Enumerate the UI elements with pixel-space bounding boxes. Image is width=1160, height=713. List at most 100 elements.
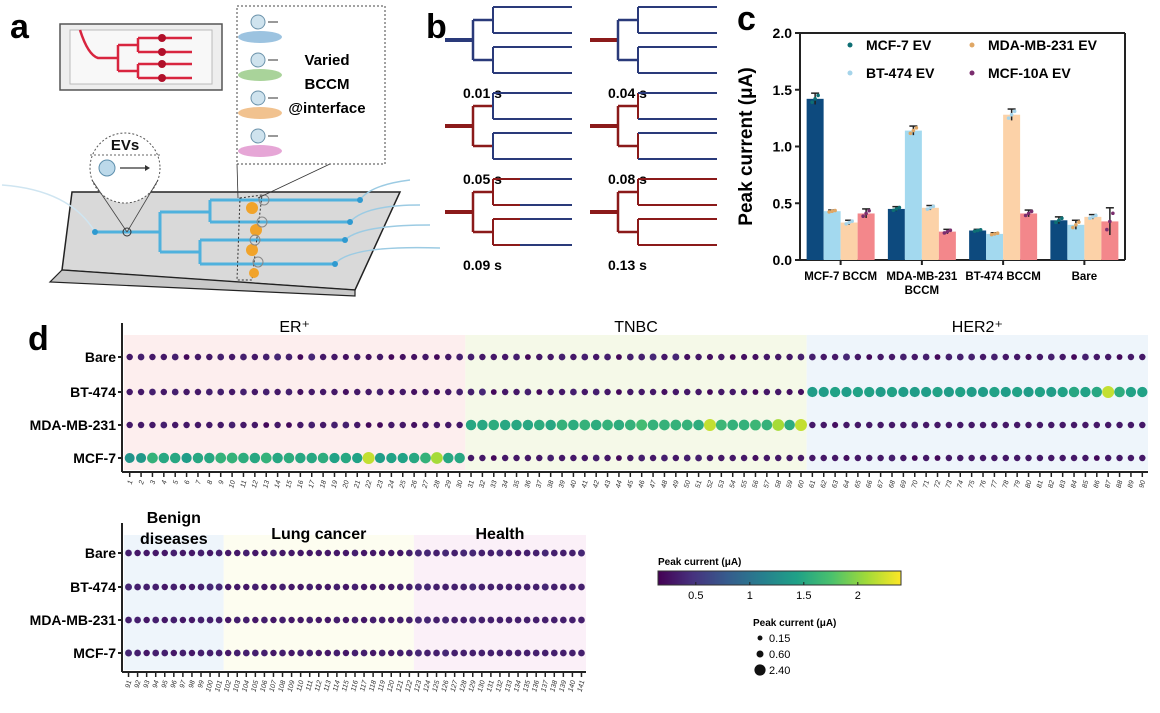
bubble xyxy=(616,354,622,360)
sample-id: 29 xyxy=(444,480,453,490)
interface-layer xyxy=(238,145,282,157)
bubble xyxy=(251,388,259,396)
bar xyxy=(969,230,987,260)
sample-id: 88 xyxy=(1116,480,1125,489)
bubble xyxy=(807,386,818,398)
bubble xyxy=(505,549,513,557)
bubble xyxy=(592,454,600,462)
flow-tree: 0.01 s xyxy=(445,6,572,101)
bubble xyxy=(505,583,513,591)
bubble xyxy=(854,421,862,429)
interface-layer xyxy=(238,31,282,43)
sample-id: 57 xyxy=(763,479,772,489)
bubble xyxy=(718,454,725,462)
bubble xyxy=(445,421,452,429)
bubble xyxy=(308,421,316,429)
bubble xyxy=(478,583,486,591)
sample-id: 96 xyxy=(170,680,179,689)
bubble xyxy=(501,454,509,462)
bubble xyxy=(306,649,314,657)
bar xyxy=(904,130,922,260)
bubble xyxy=(547,454,555,462)
sample-id: 83 xyxy=(1059,480,1068,489)
bubble xyxy=(550,583,558,591)
sample-id: 80 xyxy=(1025,480,1034,489)
data-point xyxy=(816,93,820,98)
sample-id: 132 xyxy=(495,680,505,693)
row-label: BT-474 xyxy=(70,579,116,595)
bubble xyxy=(224,616,232,624)
data-point xyxy=(1091,215,1095,219)
bar xyxy=(823,211,841,260)
bubble xyxy=(160,353,168,361)
bar xyxy=(986,233,1004,260)
sample-id: 79 xyxy=(1013,480,1022,489)
bubble xyxy=(286,422,292,428)
bubble xyxy=(541,583,549,591)
bubble xyxy=(136,452,147,464)
bubble xyxy=(774,388,782,396)
bubble xyxy=(152,649,160,657)
sample-id: 14 xyxy=(274,480,283,489)
bubble xyxy=(456,353,464,361)
bubble xyxy=(297,421,304,429)
bubble xyxy=(423,616,431,624)
data-point xyxy=(891,208,896,213)
bubble xyxy=(442,649,450,657)
interface-caption-line: Varied xyxy=(304,52,349,69)
bubble xyxy=(315,549,322,557)
data-point xyxy=(894,207,899,211)
flow-tree: 0.08 s xyxy=(590,92,717,187)
bubble xyxy=(602,419,613,431)
bubble xyxy=(342,616,350,624)
bubble xyxy=(433,649,440,657)
sample-id: 111 xyxy=(305,680,315,692)
bubble xyxy=(740,388,748,396)
bubble xyxy=(558,353,566,361)
bubble xyxy=(215,616,223,624)
bubble xyxy=(1070,421,1078,429)
bubble xyxy=(351,583,359,591)
bubble xyxy=(143,649,150,657)
bubble xyxy=(354,353,361,361)
bubble xyxy=(376,388,384,396)
bubble xyxy=(194,421,202,429)
bubble xyxy=(1127,353,1135,361)
bubble xyxy=(217,421,224,429)
bubble xyxy=(487,583,495,591)
bubble xyxy=(386,452,397,464)
bubble xyxy=(433,388,440,396)
bubble xyxy=(125,649,133,657)
bubble xyxy=(820,454,827,462)
group-background xyxy=(413,535,586,670)
bubble xyxy=(451,616,459,624)
bubble xyxy=(843,454,850,462)
bubble xyxy=(496,549,504,557)
bubble xyxy=(532,583,540,591)
bubble xyxy=(490,353,498,361)
sample-id: 33 xyxy=(490,480,499,489)
bubble xyxy=(649,353,657,361)
interface-caption-line: @interface xyxy=(288,100,365,117)
bubble xyxy=(319,388,327,396)
sample-id: 54 xyxy=(729,480,738,489)
bubble xyxy=(342,388,349,396)
bubble xyxy=(262,388,270,396)
bubble xyxy=(1023,386,1034,398)
bubble xyxy=(288,649,295,657)
bubble xyxy=(161,649,169,657)
bubble xyxy=(957,421,964,429)
bubble xyxy=(703,418,716,432)
data-point xyxy=(1057,218,1061,223)
bubble xyxy=(932,386,943,398)
data-point xyxy=(1012,109,1017,114)
bubble xyxy=(171,421,179,429)
sample-id: 126 xyxy=(441,680,451,693)
bubble xyxy=(306,583,314,591)
sample-id: 44 xyxy=(615,480,624,489)
sample-id: 30 xyxy=(456,480,465,489)
sample-id: 64 xyxy=(843,480,852,489)
data-point xyxy=(1094,213,1098,218)
sample-id: 21 xyxy=(353,480,362,490)
bubble xyxy=(206,421,213,429)
